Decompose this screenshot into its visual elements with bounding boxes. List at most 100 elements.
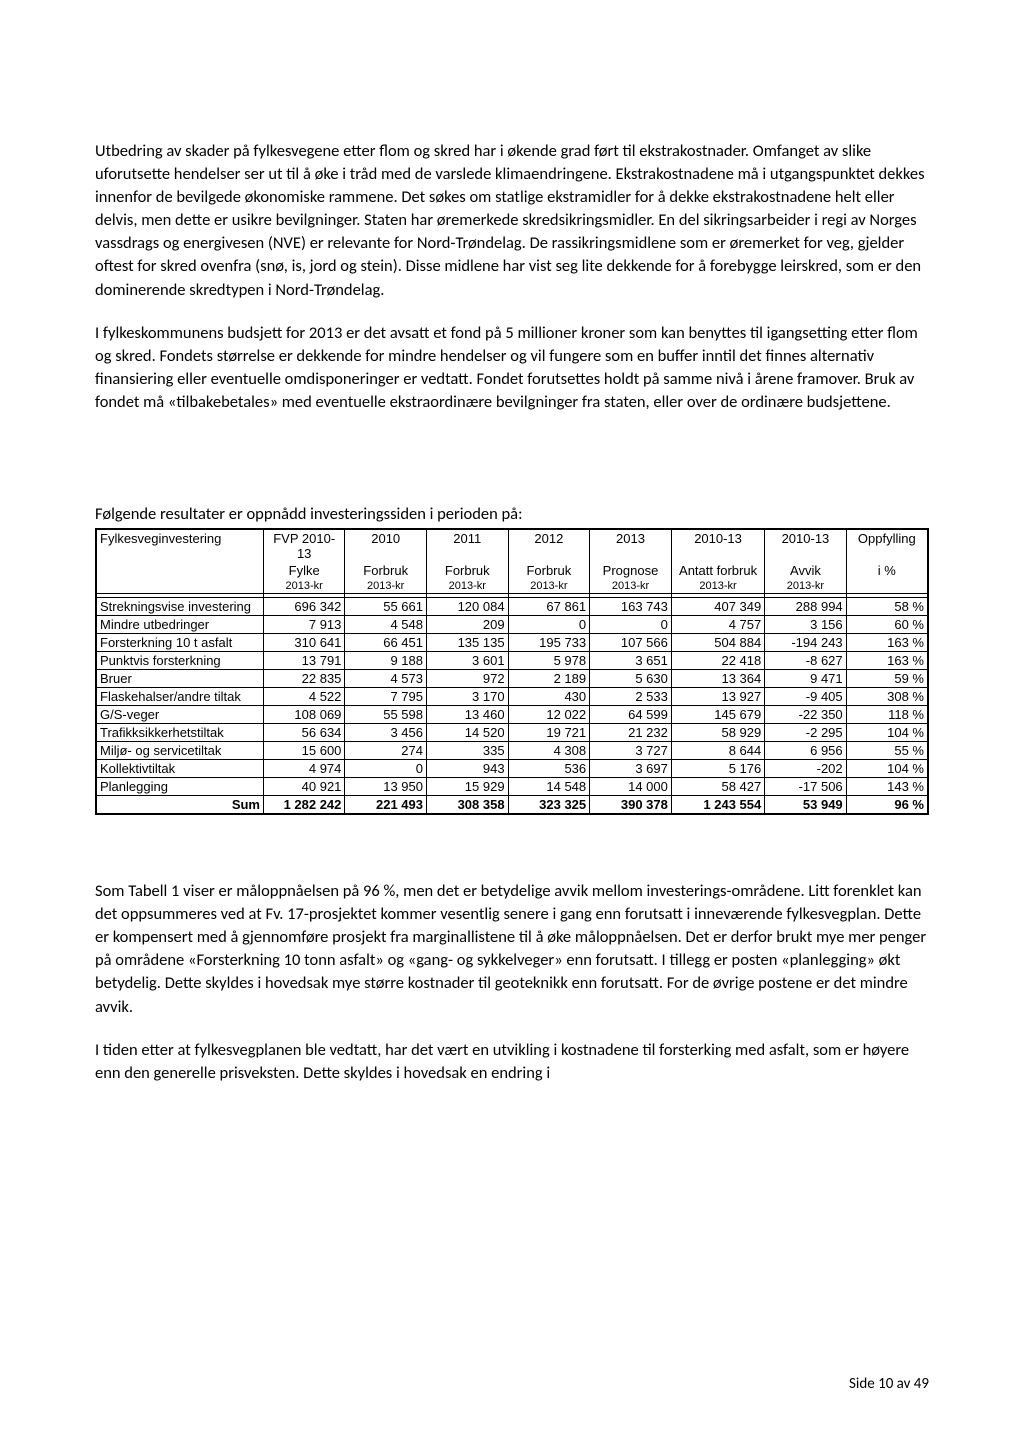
cell-value: 274 bbox=[345, 742, 427, 760]
cell-value: -22 350 bbox=[765, 706, 846, 724]
cell-value: 14 548 bbox=[508, 778, 590, 796]
paragraph-2: I fylkeskommunens budsjett for 2013 er d… bbox=[95, 322, 929, 414]
cell-value: 22 835 bbox=[263, 670, 344, 688]
cell-value: 9 471 bbox=[765, 670, 846, 688]
cell-value: 6 956 bbox=[765, 742, 846, 760]
cell-value: 5 176 bbox=[671, 760, 764, 778]
cell-value: 2 189 bbox=[508, 670, 590, 688]
table-row: G/S-veger108 06955 59813 46012 02264 599… bbox=[96, 706, 928, 724]
cell-value: 59 % bbox=[846, 670, 928, 688]
cell-value: 943 bbox=[426, 760, 508, 778]
cell-value: 5 630 bbox=[590, 670, 672, 688]
table-row: Planlegging40 92113 95015 92914 54814 00… bbox=[96, 778, 928, 796]
table-row: Flaskehalser/andre tiltak4 5227 7953 170… bbox=[96, 688, 928, 706]
cell-value: 135 135 bbox=[426, 634, 508, 652]
cell-value: 163 743 bbox=[590, 598, 672, 616]
cell-value: 5 978 bbox=[508, 652, 590, 670]
table-header-row-3: 2013-kr 2013-kr 2013-kr 2013-kr 2013-kr … bbox=[96, 579, 928, 594]
hdr-2012: 2012 bbox=[508, 529, 590, 562]
cell-value: 3 697 bbox=[590, 760, 672, 778]
cell-value: 58 427 bbox=[671, 778, 764, 796]
cell-value: 7 913 bbox=[263, 616, 344, 634]
cell-value: 310 641 bbox=[263, 634, 344, 652]
paragraph-4: I tiden etter at fylkesvegplanen ble ved… bbox=[95, 1039, 929, 1085]
cell-value: 104 % bbox=[846, 760, 928, 778]
row-label: Miljø- og servicetiltak bbox=[96, 742, 263, 760]
paragraph-3: Som Tabell 1 viser er måloppnåelsen på 9… bbox=[95, 880, 929, 1019]
cell-value: 536 bbox=[508, 760, 590, 778]
cell-value: 4 573 bbox=[345, 670, 427, 688]
cell-value: 19 721 bbox=[508, 724, 590, 742]
cell-value: 66 451 bbox=[345, 634, 427, 652]
cell-value: 4 522 bbox=[263, 688, 344, 706]
cell-value: 60 % bbox=[846, 616, 928, 634]
cell-value: -194 243 bbox=[765, 634, 846, 652]
row-label: Punktvis forsterkning bbox=[96, 652, 263, 670]
table-row: Kollektivtiltak4 97409435363 6975 176-20… bbox=[96, 760, 928, 778]
cell-value: 3 156 bbox=[765, 616, 846, 634]
hdr-2011: 2011 bbox=[426, 529, 508, 562]
hdr-range-1: 2010-13 bbox=[671, 529, 764, 562]
hdr-2010: 2010 bbox=[345, 529, 427, 562]
cell-value: 3 601 bbox=[426, 652, 508, 670]
cell-value: 288 994 bbox=[765, 598, 846, 616]
investment-table: Fylkesveginvestering FVP 2010-13 2010 20… bbox=[95, 528, 929, 815]
cell-value: 407 349 bbox=[671, 598, 764, 616]
cell-value: 120 084 bbox=[426, 598, 508, 616]
table-row: Strekningsvise investering696 34255 6611… bbox=[96, 598, 928, 616]
cell-value: 163 % bbox=[846, 634, 928, 652]
cell-value: 3 651 bbox=[590, 652, 672, 670]
table-row: Forsterkning 10 t asfalt310 64166 451135… bbox=[96, 634, 928, 652]
cell-value: 0 bbox=[508, 616, 590, 634]
row-label: G/S-veger bbox=[96, 706, 263, 724]
cell-value: 3 456 bbox=[345, 724, 427, 742]
row-label: Planlegging bbox=[96, 778, 263, 796]
hdr-oppfylling: Oppfylling bbox=[846, 529, 928, 562]
cell-value: 13 364 bbox=[671, 670, 764, 688]
cell-value: 3 727 bbox=[590, 742, 672, 760]
row-label: Mindre utbedringer bbox=[96, 616, 263, 634]
cell-value: 67 861 bbox=[508, 598, 590, 616]
table-intro: Følgende resultater er oppnådd investeri… bbox=[95, 504, 929, 524]
cell-value: 209 bbox=[426, 616, 508, 634]
cell-value: 4 757 bbox=[671, 616, 764, 634]
cell-value: 58 % bbox=[846, 598, 928, 616]
page-footer: Side 10 av 49 bbox=[849, 1375, 929, 1393]
cell-value: 104 % bbox=[846, 724, 928, 742]
cell-value: 55 % bbox=[846, 742, 928, 760]
row-label: Strekningsvise investering bbox=[96, 598, 263, 616]
cell-value: 107 566 bbox=[590, 634, 672, 652]
table-title: Fylkesveginvestering bbox=[96, 529, 263, 562]
cell-value: 972 bbox=[426, 670, 508, 688]
hdr-2013: 2013 bbox=[590, 529, 672, 562]
cell-value: 163 % bbox=[846, 652, 928, 670]
table-row: Punktvis forsterkning13 7919 1883 6015 9… bbox=[96, 652, 928, 670]
cell-value: 64 599 bbox=[590, 706, 672, 724]
cell-value: 143 % bbox=[846, 778, 928, 796]
cell-value: 8 644 bbox=[671, 742, 764, 760]
cell-value: 21 232 bbox=[590, 724, 672, 742]
paragraph-1: Utbedring av skader på fylkesvegene ette… bbox=[95, 140, 929, 302]
cell-value: 308 % bbox=[846, 688, 928, 706]
cell-value: -17 506 bbox=[765, 778, 846, 796]
cell-value: 55 598 bbox=[345, 706, 427, 724]
cell-value: 0 bbox=[345, 760, 427, 778]
cell-value: 4 548 bbox=[345, 616, 427, 634]
cell-value: 14 520 bbox=[426, 724, 508, 742]
cell-value: 40 921 bbox=[263, 778, 344, 796]
table-row: Mindre utbedringer7 9134 548209004 7573 … bbox=[96, 616, 928, 634]
cell-value: -9 405 bbox=[765, 688, 846, 706]
cell-value: 2 533 bbox=[590, 688, 672, 706]
cell-value: 430 bbox=[508, 688, 590, 706]
cell-value: 696 342 bbox=[263, 598, 344, 616]
table-row: Miljø- og servicetiltak15 6002743354 308… bbox=[96, 742, 928, 760]
cell-value: 58 929 bbox=[671, 724, 764, 742]
hdr-fvp: FVP 2010-13 bbox=[263, 529, 344, 562]
table-row: Trafikksikkerhetstiltak56 6343 45614 520… bbox=[96, 724, 928, 742]
sum-row: Sum 1 282 242 221 493 308 358 323 325 39… bbox=[96, 796, 928, 815]
cell-value: 14 000 bbox=[590, 778, 672, 796]
cell-value: 3 170 bbox=[426, 688, 508, 706]
row-label: Forsterkning 10 t asfalt bbox=[96, 634, 263, 652]
cell-value: 195 733 bbox=[508, 634, 590, 652]
cell-value: 0 bbox=[590, 616, 672, 634]
